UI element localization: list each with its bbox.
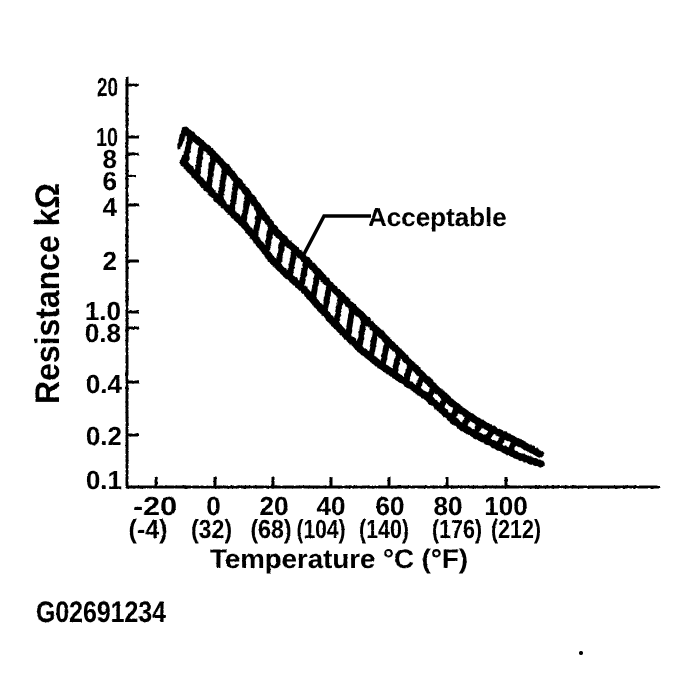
svg-text:Acceptable: Acceptable [368,202,507,232]
svg-text:Temperature °C (°F): Temperature °C (°F) [210,544,468,574]
svg-text:6: 6 [103,166,117,196]
svg-text:4: 4 [103,192,118,222]
svg-text:2: 2 [103,246,117,276]
svg-text:0.8: 0.8 [85,318,121,348]
svg-text:80: 80 [434,491,463,521]
svg-text:8: 8 [103,144,117,174]
svg-text:20: 20 [97,72,118,102]
svg-text:60: 60 [376,491,405,521]
svg-text:0.1: 0.1 [86,465,122,495]
svg-text:40: 40 [317,491,346,521]
svg-text:(104): (104) [297,514,346,544]
svg-text:0.2: 0.2 [86,421,122,451]
svg-text:100: 100 [484,491,527,521]
svg-text:G02691234: G02691234 [36,596,166,629]
svg-text:(-4): (-4) [129,514,168,544]
svg-text:(68): (68) [251,514,292,544]
svg-text:-20: -20 [133,491,177,521]
svg-text:0.4: 0.4 [86,369,123,399]
svg-text:(32): (32) [191,514,232,544]
svg-text:(140): (140) [359,514,409,544]
svg-text:10: 10 [96,122,118,152]
svg-text:Resistance kΩ: Resistance kΩ [29,183,67,404]
svg-text:0: 0 [206,491,220,521]
svg-text:20: 20 [260,491,289,521]
svg-text:(176): (176) [432,514,482,544]
svg-text:(212): (212) [491,514,541,544]
svg-text:1.0: 1.0 [85,296,121,326]
